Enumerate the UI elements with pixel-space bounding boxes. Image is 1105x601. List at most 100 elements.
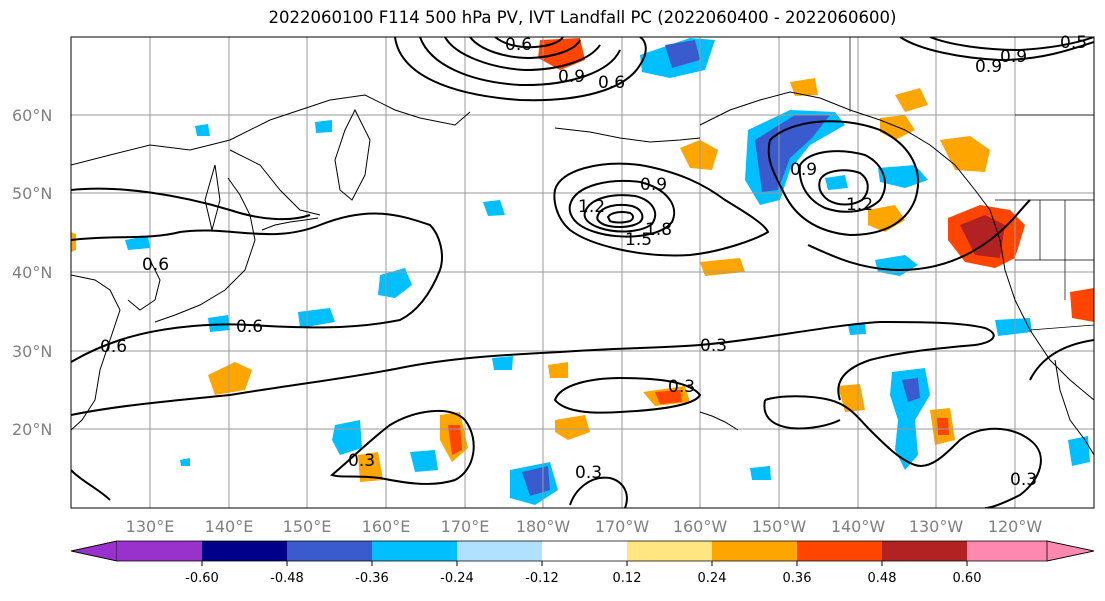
coast-china — [71, 274, 121, 431]
shade-neg-sw2 — [410, 450, 438, 472]
colorbar-segment-4 — [372, 541, 457, 561]
contour-label-12: 0.6 — [142, 255, 169, 275]
colorbar-segment-10 — [882, 541, 967, 561]
lon-label-170e: 170°E — [441, 517, 490, 536]
lon-label-170w: 170°W — [595, 517, 650, 536]
lon-label-160w: 160°W — [673, 517, 728, 536]
contour-03-s — [569, 476, 628, 508]
shade-pos-baja — [1070, 288, 1094, 322]
coast-aleutians — [554, 127, 701, 143]
latitude-labels: 60°N 50°N 40°N 30°N 20°N — [12, 106, 52, 439]
shade-pos-small — [548, 362, 568, 378]
shade-neg-w3 — [195, 124, 210, 136]
colorbar: -0.60 -0.48 -0.36 -0.24 -0.12 0.12 0.24 … — [70, 540, 1095, 586]
colorbar-outline — [70, 540, 1095, 562]
colorbar-segment-2 — [202, 541, 287, 561]
shade-pos-dateline — [555, 415, 590, 440]
contour-03-main — [71, 320, 995, 416]
contour-kamchatka-4 — [494, 37, 564, 49]
contour-03-sw — [330, 409, 475, 485]
lon-label-150w: 150°W — [752, 517, 807, 536]
lon-label-120w: 120°W — [988, 517, 1043, 536]
contour-06-mid — [71, 212, 443, 363]
shade-neg-se1 — [1068, 436, 1090, 466]
coast-japan — [154, 177, 256, 323]
contour-label-16: 0.3 — [575, 463, 602, 483]
colorbar-label-8: 0.36 — [783, 571, 812, 586]
negative-anomaly-shading — [125, 38, 1090, 505]
contour-label-13: 0.3 — [700, 336, 727, 356]
shade-pos-alaska1 — [895, 88, 928, 112]
colorbar-segment-9 — [797, 541, 882, 561]
contour-gulf-1 — [798, 150, 886, 213]
contour-03-dateline — [553, 376, 702, 414]
colorbar-label-1: -0.60 — [185, 571, 219, 586]
contour-label-20: 0.5 — [1060, 33, 1087, 53]
contour-kamchatka-outer — [394, 37, 647, 102]
contour-gulf-2 — [818, 169, 869, 206]
borders — [849, 37, 1094, 331]
shade-pos-170e-core — [448, 425, 462, 455]
contour-label-5: 1.8 — [645, 220, 672, 240]
shade-neg-sub2 — [995, 318, 1032, 336]
contour-label-15: 0.3 — [348, 451, 375, 471]
lon-label-140w: 140°W — [831, 517, 886, 536]
shade-neg-sub1-core — [902, 378, 920, 402]
colorbar-label-4: -0.24 — [440, 571, 474, 586]
contour-label-17: 0.3 — [1010, 470, 1037, 490]
colorbar-label-7: 0.24 — [698, 571, 727, 586]
shade-pos-hawaii-core — [655, 390, 682, 404]
shade-pos-sw — [358, 452, 383, 482]
coast-okhotsk — [229, 149, 321, 216]
colorbar-label-5: -0.12 — [525, 571, 559, 586]
coast-korea — [127, 259, 161, 311]
lat-label-60n: 60°N — [12, 106, 52, 125]
lon-label-180w: 180°W — [516, 517, 571, 536]
contour-label-18: 0.6 — [505, 35, 532, 55]
colorbar-label-2: -0.48 — [270, 571, 304, 586]
colorbar-segment-6 — [542, 541, 627, 561]
colorbar-segment-3 — [287, 541, 372, 561]
colorbar-segment-1 — [117, 541, 202, 561]
shade-neg-w2 — [125, 236, 150, 250]
lon-label-160e: 160°E — [362, 517, 411, 536]
colorbar-segment-7 — [627, 541, 712, 561]
shade-pos-west — [208, 362, 252, 395]
colorbar-extend-min — [70, 540, 118, 562]
colorbar-segment-11 — [967, 541, 1047, 561]
shade-neg-sub1 — [890, 368, 930, 470]
colorbar-label-10: 0.60 — [953, 571, 982, 586]
shade-neg-okhotsk-core — [665, 40, 700, 68]
contour-label-3: 1.2 — [578, 197, 605, 217]
contour-low-outer — [553, 162, 770, 257]
colorbar-segment-5 — [457, 541, 542, 561]
contour-03-w — [71, 469, 111, 501]
lon-label-150e: 150°E — [283, 517, 332, 536]
border-us-mexico — [1029, 324, 1094, 331]
lat-label-50n: 50°N — [12, 184, 52, 203]
contour-label-6: 1.5 — [625, 230, 652, 250]
contour-ne-1 — [899, 37, 1094, 62]
shade-pos-east-pac — [868, 205, 905, 232]
contour-06-east — [807, 199, 1031, 272]
border-us-states — [1015, 114, 1094, 300]
shade-pos-aleutian — [680, 140, 718, 170]
coast-kamchatka — [334, 108, 371, 201]
shade-neg-gulf2 — [825, 175, 848, 190]
contour-low-1 — [568, 179, 676, 238]
shade-pos-coast-inner — [960, 215, 1005, 258]
contour-ne-2 — [929, 37, 1094, 52]
coast-asia-north — [71, 94, 471, 166]
lat-label-20n: 20°N — [12, 420, 52, 439]
colorbar-extend-max — [1046, 540, 1095, 562]
colorbar-label-3: -0.36 — [355, 571, 389, 586]
contour-kamchatka-2 — [444, 37, 601, 72]
contour-label-1: 0.9 — [558, 67, 585, 87]
contour-label-14: 0.3 — [668, 377, 695, 397]
coast-kurils — [261, 217, 319, 231]
colorbar-segment-8 — [712, 541, 797, 561]
contour-label-11: 0.6 — [100, 337, 127, 357]
coast-hawaii — [699, 411, 739, 431]
shade-neg-w4 — [315, 120, 332, 133]
contour-03-east — [1029, 339, 1094, 381]
